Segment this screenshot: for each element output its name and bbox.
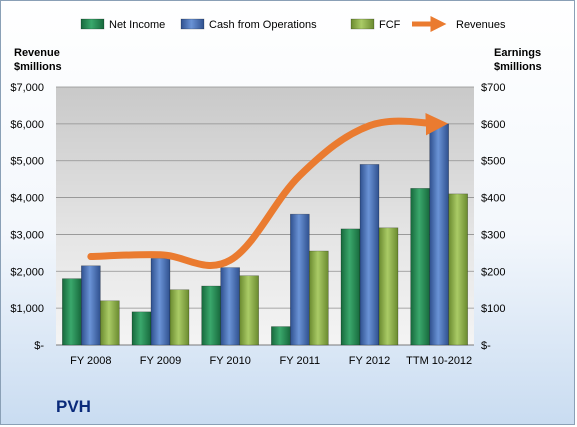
right-tick-label: $200 — [481, 266, 505, 278]
bar-fcf — [378, 227, 399, 346]
left-tick-label: $1,000 — [10, 303, 44, 315]
right-tick-label: $500 — [481, 156, 505, 168]
bar-cash-from-operations — [220, 267, 240, 346]
left-tick-label: $3,000 — [10, 229, 44, 241]
x-tick-label: FY 2008 — [70, 355, 111, 367]
right-axis-title-line-2: $millions — [494, 61, 542, 73]
left-tick-label: $4,000 — [10, 193, 44, 205]
bar-cash-from-operations — [290, 213, 310, 346]
bar-fcf — [309, 250, 329, 346]
revenue-line — [87, 113, 449, 269]
right-tick-label: $100 — [481, 303, 505, 315]
bar-net-income — [340, 228, 361, 346]
legend-swatch-net-income — [80, 18, 105, 30]
company-name: PVH — [56, 397, 91, 416]
bar-net-income — [271, 326, 291, 346]
legend-label-fcf: FCF — [379, 19, 401, 31]
bar-fcf — [448, 193, 468, 346]
x-tick-label: FY 2011 — [280, 355, 321, 367]
bar-cash-from-operations — [81, 265, 101, 346]
right-axis-title-line-1: Earnings — [494, 47, 542, 59]
left-axis-title: Revenue $millions — [14, 46, 62, 74]
left-tick-label: $- — [34, 340, 44, 352]
legend-swatch-cash-from-operations — [180, 18, 205, 30]
left-axis-title-line-1: Revenue — [14, 47, 60, 59]
left-tick-label: $2,000 — [10, 266, 44, 278]
bar-net-income — [62, 278, 82, 346]
bar-fcf — [239, 275, 259, 346]
bar-cash-from-operations — [150, 258, 171, 346]
bar-fcf — [169, 289, 190, 346]
x-tick-label: FY 2010 — [209, 355, 250, 367]
bar-fcf — [100, 300, 120, 346]
left-axis-title-line-2: $millions — [14, 61, 62, 73]
bar-net-income — [201, 285, 221, 346]
right-axis-title: Earnings $millions — [494, 46, 542, 74]
bar-cash-from-operations — [429, 123, 449, 346]
left-tick-label: $6,000 — [10, 119, 44, 131]
left-tick-label: $7,000 — [10, 82, 44, 94]
legend-label-cash-from-operations: Cash from Operations — [209, 19, 317, 31]
right-tick-label: $700 — [481, 82, 505, 94]
legend-swatch-fcf — [350, 18, 375, 30]
x-tick-label: TTM 10-2012 — [406, 355, 472, 367]
bar-cash-from-operations — [359, 164, 380, 346]
bar-net-income — [131, 311, 152, 346]
right-tick-label: $- — [481, 340, 491, 352]
right-tick-label: $300 — [481, 229, 505, 241]
right-tick-label: $600 — [481, 119, 505, 131]
bar-net-income — [410, 188, 430, 346]
legend-label-revenues: Revenues — [456, 19, 506, 31]
x-tick-label: FY 2009 — [140, 355, 181, 367]
right-tick-label: $400 — [481, 193, 505, 205]
x-tick-label: FY 2012 — [349, 355, 390, 367]
left-tick-label: $5,000 — [10, 156, 44, 168]
legend-label-net-income: Net Income — [109, 19, 165, 31]
